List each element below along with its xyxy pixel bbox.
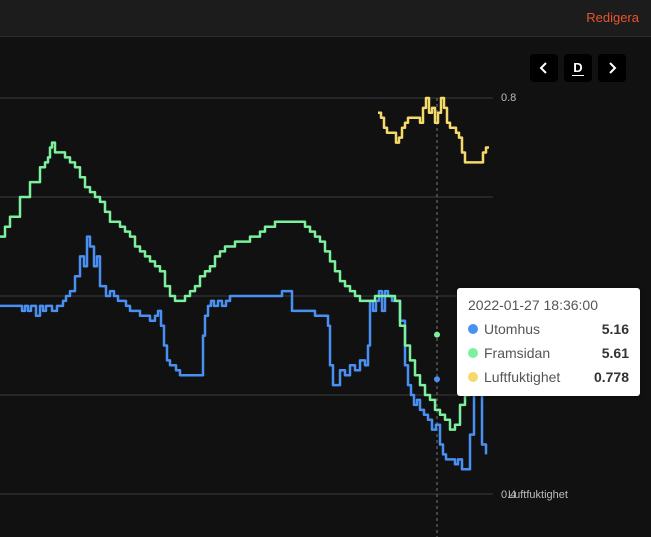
series-line-luftfuktighet xyxy=(378,96,489,164)
next-period-button[interactable] xyxy=(598,54,626,82)
series-line-utomhus xyxy=(0,235,488,471)
tooltip-series-name: Framsidan xyxy=(484,345,551,361)
period-label: D xyxy=(572,59,584,76)
tooltip-series-name: Utomhus xyxy=(484,321,541,337)
chevron-right-icon xyxy=(609,62,617,74)
chevron-left-icon xyxy=(539,62,547,74)
y-tick-label-top: 0.8 xyxy=(501,92,516,104)
y-axis-name: Luftfuktighet xyxy=(508,489,568,501)
hover-point-framsidan xyxy=(434,331,440,338)
tooltip-series-value: 5.61 xyxy=(601,345,629,361)
series-dot-framsidan xyxy=(468,348,478,358)
tooltip-time: 2022-01-27 18:36:00 xyxy=(468,297,598,313)
period-select-button[interactable]: D xyxy=(564,54,592,82)
tooltip-series-value: 0.778 xyxy=(593,369,629,385)
series-layer xyxy=(0,96,489,471)
tooltip-series-value: 5.16 xyxy=(601,321,629,337)
tooltip-row-framsidan: Framsidan 5.61 xyxy=(468,343,629,363)
series-line-framsidan xyxy=(0,141,482,431)
tooltip-row-utomhus: Utomhus 5.16 xyxy=(468,319,629,339)
top-bar: Redigera xyxy=(0,0,651,37)
tooltip-series-name: Luftfuktighet xyxy=(484,369,561,385)
hover-point-utomhus xyxy=(434,376,440,383)
previous-period-button[interactable] xyxy=(530,54,558,82)
tooltip-row-luftfuktighet: Luftfuktighet 0.778 xyxy=(468,367,629,387)
edit-button[interactable]: Redigera xyxy=(586,10,639,25)
chart-tooltip: 2022-01-27 18:36:00 Utomhus 5.16 Framsid… xyxy=(457,288,640,396)
series-dot-utomhus xyxy=(468,324,478,334)
series-dot-luftfuktighet xyxy=(468,372,478,382)
y-tick-label-bottom: 0.4 xyxy=(501,489,516,501)
